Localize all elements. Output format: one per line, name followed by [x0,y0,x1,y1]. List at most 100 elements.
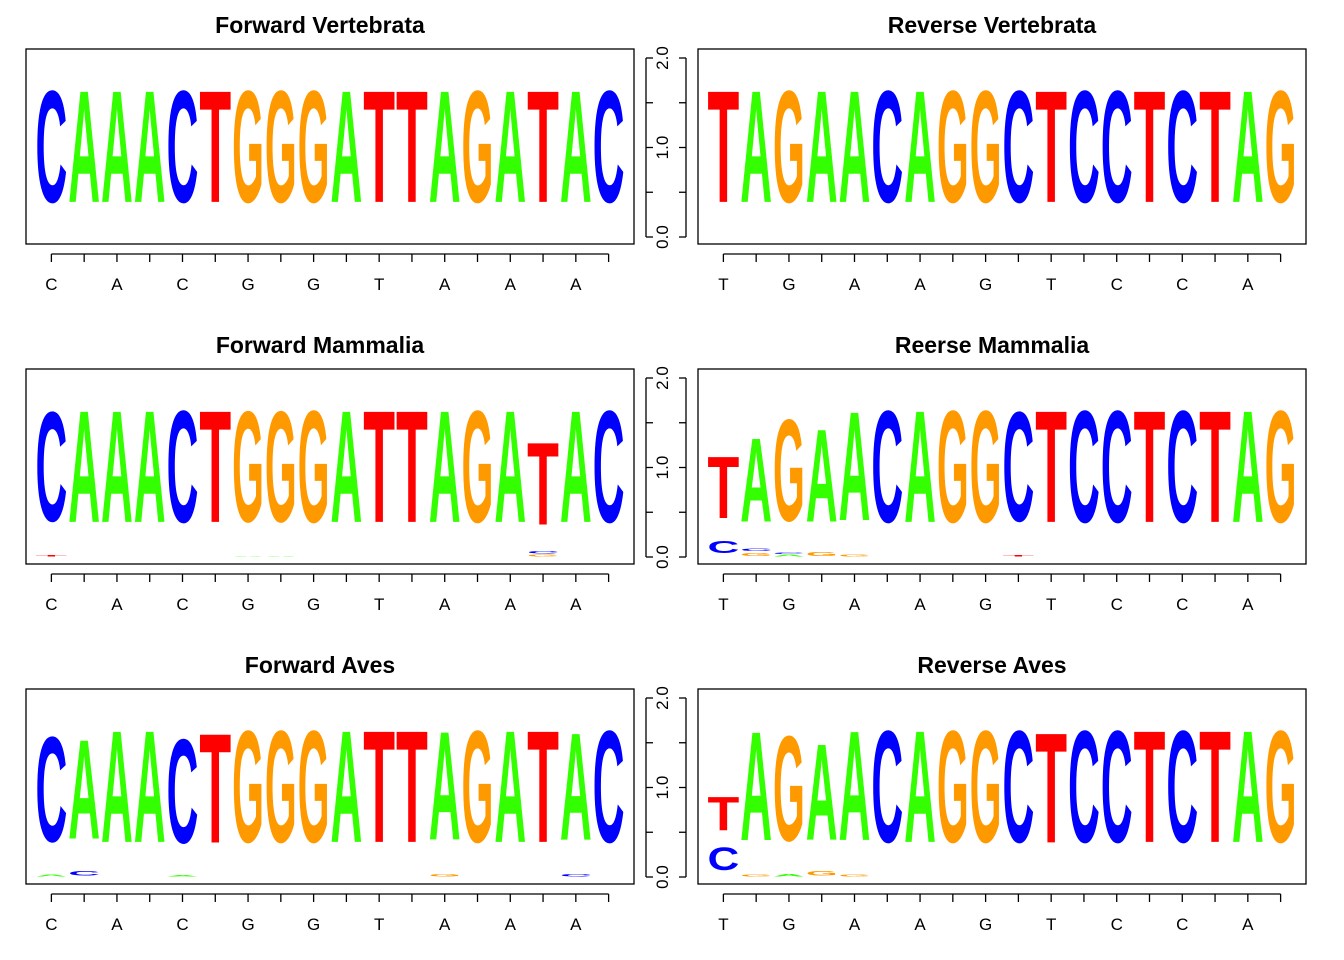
x-tick-label: G [979,595,992,614]
logo-letter-A: A [806,716,838,870]
plot-frame [25,48,635,245]
logo-letter-G: G [740,552,772,557]
x-tick-label: C [1176,595,1188,614]
logo-letter-G: G [232,697,264,876]
logo-panel-forward-vertebrata: Forward Vertebrata C A A A C T G G G A T T A G A T A C 0.0… [0,0,672,300]
y-tick-label: 1.0 [653,776,672,800]
panel-title: Forward Vertebrata [215,12,425,38]
panel-title: Reverse Vertebrata [887,12,1097,38]
panel-title: Reverse Aves [917,652,1067,678]
logo-letter-A: A [806,402,838,550]
logo-letter-A: A [429,377,461,556]
x-tick-label: A [505,275,517,294]
x-tick-label: T [374,275,384,294]
logo-letter-G: G [839,554,871,557]
logo-letter-G: G [970,57,1002,236]
logo-letter-A: A [806,57,838,236]
logo-letter-C: C [36,57,68,236]
x-tick-label: A [570,275,582,294]
logo-panel-forward-aves: Forward Aves A C C A A A A C T G G G A T T G A G A T C A C 0.0 1… [0,640,672,940]
logo-letter-C: C [871,377,903,556]
logo-letter-A: A [134,377,166,556]
logo-letter-T: T [1199,698,1231,877]
logo-letter-C: C [36,381,68,555]
x-tick-label: T [718,275,728,294]
logo-letter-A: A [331,57,363,236]
logo-letter-A: A [68,712,100,870]
logo-letter-T: T [1035,700,1067,876]
x-tick-label: C [45,595,57,614]
logo-letter-A: A [494,697,526,876]
x-tick-label: C [176,915,188,934]
logo-letter-G: G [298,377,330,556]
logo-letter-C: C [593,697,625,876]
plot-frame [697,48,1307,245]
logo-letter-C: C [708,842,740,878]
logo-letter-A: A [773,873,805,877]
logo-letter-T: T [527,419,559,551]
panel-title: Reerse Mammalia [894,332,1090,358]
x-tick-label: T [1046,915,1056,934]
logo-letter-T: T [36,555,69,557]
logo-letter-G: G [740,874,772,877]
logo-letter-A: A [740,414,772,548]
x-tick-label: A [111,275,123,294]
x-tick-label: T [374,595,384,614]
logo-letter-A: A [1232,697,1264,876]
logo-letter-A: A [773,554,805,557]
logo-letter-A: A [839,700,871,874]
x-tick-label: C [1111,915,1123,934]
plot-frame [697,688,1307,885]
x-tick-label: G [782,275,795,294]
x-tick-label: A [1242,275,1254,294]
logo-letter-A: A [740,700,772,874]
logo-letter-C: C [1166,377,1198,556]
x-tick-label: A [505,595,517,614]
logo-letter-C: C [1166,697,1198,876]
logo-letter-A: A [101,697,133,876]
logo-letter-A: A [101,57,133,236]
y-tick-label: 1.0 [653,456,672,480]
x-tick-label: G [241,915,254,934]
logo-letter-G: G [773,705,805,873]
logo-letter-T: T [199,378,231,557]
logo-letter-C: C [740,548,772,552]
x-tick-label: G [782,915,795,934]
logo-letter-A: A [331,377,363,556]
logo-letter-A: A [36,874,68,877]
logo-letter-G: G [806,870,838,877]
x-tick-label: A [914,275,926,294]
logo-letter-C: C [1101,697,1133,876]
logo-letter-G: G [298,697,330,876]
logo-letter-A: A [265,556,297,557]
logo-letter-C: C [1003,697,1035,876]
logo-letter-C: C [527,551,559,555]
logo-letter-A: A [560,377,592,556]
x-tick-label: T [1046,595,1056,614]
logo-letter-T: T [1134,58,1166,237]
x-tick-label: A [570,595,582,614]
logo-letter-G: G [773,388,805,551]
x-tick-label: A [849,595,861,614]
logo-letter-G: G [298,57,330,236]
y-tick-label: 0.0 [653,865,672,889]
panel-title: Forward Aves [244,652,396,678]
x-tick-label: T [718,915,728,934]
y-tick-label: 1.0 [653,136,672,160]
logo-letter-G: G [839,874,871,877]
logo-letter-C: C [871,57,903,236]
x-tick-label: A [570,915,582,934]
logo-letter-T: T [396,698,428,877]
x-tick-label: C [45,275,57,294]
x-tick-label: A [439,915,451,934]
logo-letter-G: G [1265,57,1297,236]
logo-letter-T: T [1134,378,1166,557]
logo-letter-G: G [265,697,297,876]
logo-letter-C: C [593,57,625,236]
x-tick-label: G [979,915,992,934]
x-tick-label: A [849,915,861,934]
logo-letter-G: G [232,379,264,556]
